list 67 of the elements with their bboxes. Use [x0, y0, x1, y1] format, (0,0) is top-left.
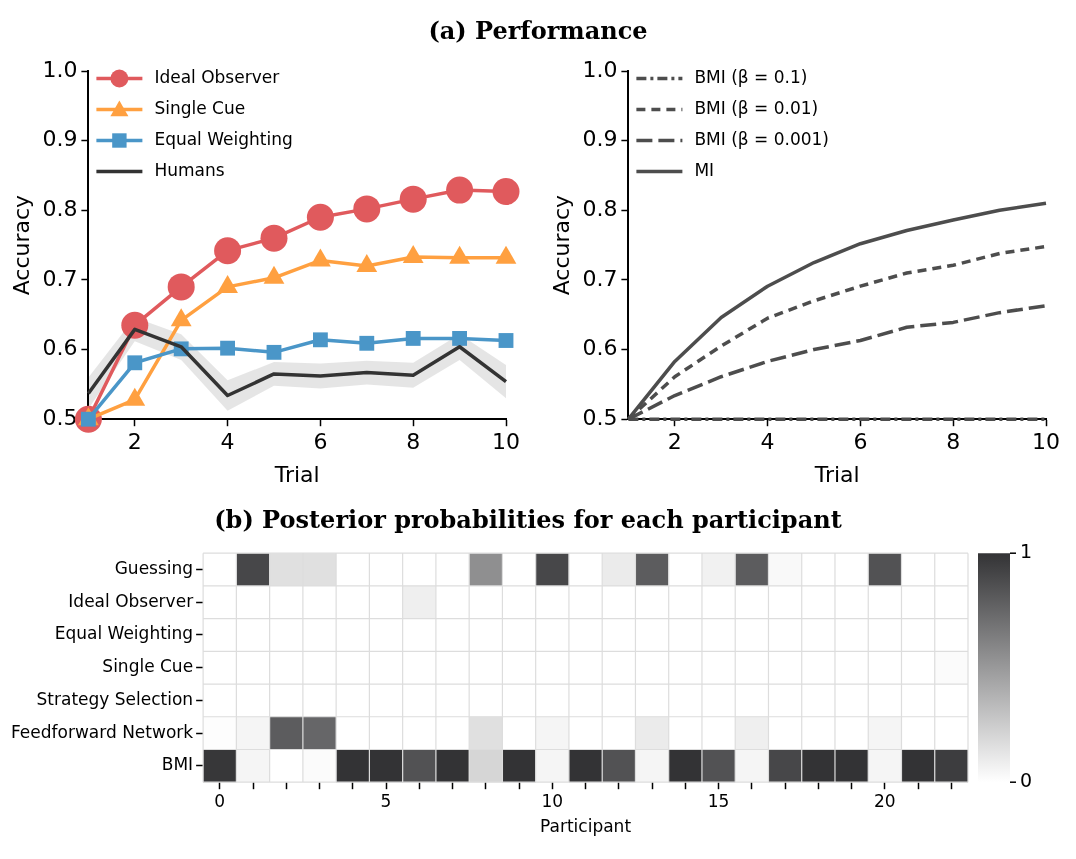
y-tick-label: 0.6	[582, 335, 618, 361]
x-tick-label: 10	[492, 429, 520, 455]
point	[353, 195, 381, 223]
point	[214, 237, 242, 265]
y-tick-label: Ideal Observer	[68, 590, 194, 611]
x-tick-label: 4	[220, 429, 235, 455]
legend-label: BMI (β = 0.001)	[694, 128, 829, 149]
y-tick-label: Guessing	[114, 557, 194, 578]
x-tick-label: 6	[313, 429, 328, 455]
y-tick-label: Strategy Selection	[36, 688, 194, 709]
x-tick-label: 8	[946, 429, 961, 455]
point	[446, 176, 474, 204]
y-tick-label: Single Cue	[102, 656, 194, 677]
chart-title: (a) Performance	[427, 16, 649, 45]
x-axis-title: Trial	[813, 461, 860, 487]
y-tick-label: 0.8	[42, 196, 78, 221]
x-tick-label: 0	[214, 790, 226, 811]
point	[492, 177, 520, 205]
y-tick-label: 1.0	[42, 56, 78, 82]
legend-label: Humans	[154, 159, 225, 180]
y-axis-title: Accuracy	[548, 194, 574, 296]
x-tick-label: 4	[760, 429, 775, 455]
x-tick-label: 10	[541, 790, 564, 811]
legend-label: Equal Weighting	[154, 128, 293, 149]
point	[306, 203, 334, 231]
y-tick-label: 0.9	[582, 126, 618, 152]
point	[359, 335, 375, 351]
point	[405, 330, 421, 346]
point	[399, 185, 427, 213]
y-tick-label: 1.0	[582, 56, 618, 82]
x-tick-label: 6	[853, 429, 868, 455]
y-tick-label: 0.9	[42, 126, 78, 152]
x-tick-label: 2	[127, 429, 142, 455]
legend-label: BMI (β = 0.1)	[694, 66, 808, 87]
y-tick-label: 0.8	[582, 196, 618, 221]
x-axis-title: Trial	[273, 461, 320, 487]
chart-title: (b) Posterior probabilities for each participant	[213, 505, 843, 534]
point	[260, 224, 288, 252]
x-tick-label: 10	[1032, 429, 1060, 455]
y-tick-label: Equal Weighting	[54, 623, 194, 644]
x-tick-label: 5	[380, 790, 392, 811]
point	[167, 273, 195, 301]
color-bar-label: 0	[1020, 769, 1033, 792]
y-tick-label: 0.5	[582, 404, 618, 430]
x-tick-label: 20	[874, 790, 896, 811]
point	[452, 330, 468, 346]
y-tick-label: 0.7	[582, 265, 618, 291]
x-axis-title: Participant	[540, 816, 632, 837]
y-tick-label: 0.5	[42, 404, 78, 430]
legend-label: BMI (β = 0.01)	[694, 97, 819, 118]
y-tick-label: 0.6	[42, 335, 78, 361]
y-tick-label: 0.7	[42, 265, 78, 291]
legend-label: Single Cue	[154, 97, 246, 118]
point	[266, 344, 282, 360]
y-tick-label: BMI	[161, 754, 194, 775]
y-axis-title: Accuracy	[8, 194, 34, 296]
point	[498, 333, 514, 348]
color-bar-label: 1	[1020, 540, 1033, 563]
x-tick-label: 2	[667, 429, 682, 455]
x-tick-label: 8	[406, 429, 421, 455]
legend-label: MI	[694, 159, 715, 180]
legend-label: Ideal Observer	[154, 66, 280, 87]
x-tick-label: 15	[707, 790, 730, 811]
point	[312, 332, 328, 348]
y-tick-label: Feedforward Network	[10, 721, 194, 742]
point	[127, 355, 143, 371]
point	[220, 340, 236, 356]
